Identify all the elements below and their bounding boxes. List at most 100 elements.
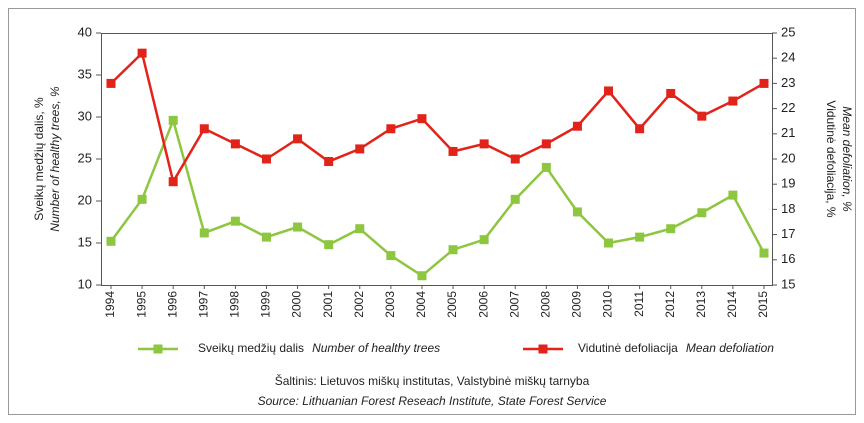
x-tick-label: 2004	[414, 291, 428, 318]
marker	[355, 224, 365, 234]
x-tick-label: 2006	[476, 291, 490, 318]
source-en: Source: Lithuanian Forest Reseach Instit…	[258, 394, 607, 408]
marker	[106, 78, 116, 88]
marker	[541, 139, 551, 149]
marker	[541, 162, 551, 172]
marker	[572, 121, 582, 131]
marker	[168, 115, 178, 125]
marker	[261, 154, 271, 164]
marker	[293, 134, 303, 144]
y2-axis-label: Vidutinė defoliacija, %	[824, 100, 838, 218]
marker	[759, 248, 769, 258]
y2-tick-label: 20	[781, 150, 795, 165]
y2-tick-label: 16	[781, 251, 795, 266]
marker	[572, 207, 582, 217]
marker	[635, 124, 645, 134]
x-tick-label: 2015	[756, 291, 770, 318]
legend-label: Sveikų medžių dalis	[198, 341, 304, 355]
x-tick-label: 2008	[539, 291, 553, 318]
x-tick-label: 2010	[601, 291, 615, 318]
marker	[604, 86, 614, 96]
x-tick-label: 1996	[165, 291, 179, 318]
marker	[324, 157, 334, 167]
y2-tick-label: 18	[781, 201, 795, 216]
x-tick-label: 2012	[663, 291, 677, 318]
y-tick-label: 25	[78, 150, 92, 165]
marker	[261, 232, 271, 242]
x-tick-label: 1998	[228, 291, 242, 318]
marker	[417, 114, 427, 124]
marker	[417, 271, 427, 281]
marker	[230, 216, 240, 226]
marker	[448, 245, 458, 255]
marker	[106, 236, 116, 246]
marker	[230, 139, 240, 149]
marker	[728, 96, 738, 106]
y2-tick-label: 23	[781, 75, 795, 90]
marker	[448, 146, 458, 156]
y2-tick-label: 19	[781, 176, 795, 191]
x-tick-label: 1995	[134, 291, 148, 318]
marker	[759, 78, 769, 88]
y2-tick-label: 17	[781, 226, 795, 241]
marker	[168, 177, 178, 187]
x-tick-label: 2011	[632, 291, 646, 317]
y2-tick-label: 15	[781, 276, 795, 291]
marker	[479, 139, 489, 149]
series-line	[110, 50, 765, 185]
x-tick-label: 2013	[694, 291, 708, 318]
marker	[510, 154, 520, 164]
legend-marker	[538, 344, 548, 354]
x-tick-label: 2009	[570, 291, 584, 318]
marker	[137, 194, 147, 204]
marker	[199, 228, 209, 238]
marker	[386, 251, 396, 261]
x-tick-label: 2007	[507, 291, 521, 318]
x-tick-label: 2002	[352, 291, 366, 318]
marker	[697, 208, 707, 218]
y-tick-label: 15	[78, 234, 92, 249]
plot-frame	[101, 33, 773, 286]
y-tick-label: 35	[78, 66, 92, 81]
y2-tick-label: 21	[781, 125, 795, 140]
x-tick-label: 2014	[725, 291, 739, 318]
legend-label: Vidutinė defoliacija	[578, 341, 678, 355]
series-line	[109, 116, 766, 278]
marker	[324, 240, 334, 250]
marker	[386, 124, 396, 134]
x-tick-label: 2000	[290, 291, 304, 318]
source: Šaltinis: Lietuvos miškų institutas, Val…	[275, 373, 590, 388]
marker	[666, 224, 676, 234]
marker	[635, 232, 645, 242]
y2-tick-label: 25	[781, 24, 795, 39]
x-tick-label: 1999	[259, 291, 273, 318]
marker	[510, 194, 520, 204]
y-tick-label: 20	[78, 192, 92, 207]
marker	[479, 235, 489, 245]
y-tick-label: 40	[78, 24, 92, 39]
y2-tick-label: 24	[781, 50, 795, 65]
y-tick-label: 30	[78, 108, 92, 123]
marker	[355, 144, 365, 154]
marker	[604, 238, 614, 248]
y2-tick-label: 22	[781, 100, 795, 115]
marker	[728, 190, 738, 200]
marker	[137, 48, 147, 58]
frame	[8, 8, 856, 415]
marker	[293, 222, 303, 232]
marker	[697, 111, 707, 121]
x-tick-label: 1997	[196, 291, 210, 318]
y-axis-label-en: Number of healthy trees, %	[48, 86, 62, 232]
x-tick-label: 2005	[445, 291, 459, 318]
marker	[666, 88, 676, 98]
x-tick-label: 2003	[383, 291, 397, 318]
y2-axis-label-en: Mean defoliation, %	[840, 106, 854, 212]
marker	[199, 124, 209, 134]
y-tick-label: 10	[78, 276, 92, 291]
legend-label-en: Number of healthy trees	[312, 341, 440, 355]
y-axis-label: Sveikų medžių dalis, %	[32, 97, 46, 221]
legend-label-en: Mean defoliation	[686, 341, 774, 355]
legend-marker	[153, 344, 163, 354]
x-tick-label: 2001	[321, 291, 335, 318]
